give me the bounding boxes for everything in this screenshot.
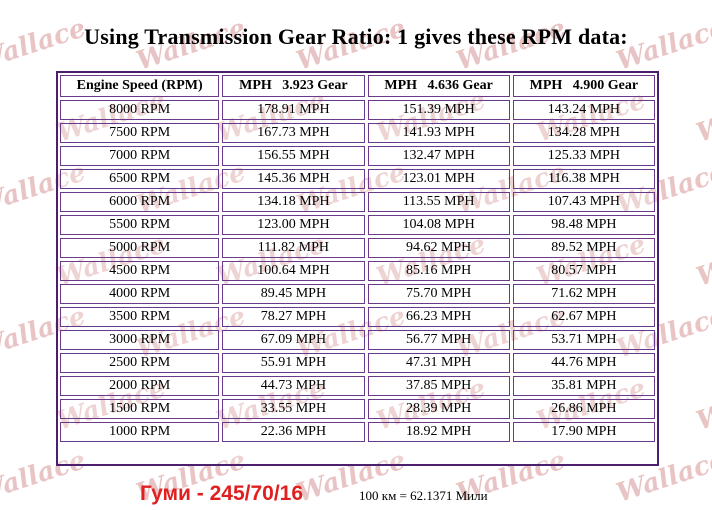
table-row: 7000 RPM 156.55 MPH 132.47 MPH 125.33 MPH bbox=[60, 146, 655, 166]
rpm-table: Engine Speed (RPM) MPH 3.923 Gear MPH 4.… bbox=[57, 72, 658, 445]
cell-mph: 143.24 MPH bbox=[512, 100, 655, 120]
tire-size-label: Гуми - 245/70/16 bbox=[140, 482, 304, 505]
watermark-logo: Wallace bbox=[693, 85, 712, 148]
cell-mph: 33.55 MPH bbox=[222, 399, 365, 419]
cell-engine-speed: 7000 RPM bbox=[60, 146, 220, 166]
cell-mph: 167.73 MPH bbox=[222, 123, 365, 143]
column-header-gear-4636: MPH 4.636 Gear bbox=[367, 75, 510, 97]
cell-mph: 26.86 MPH bbox=[512, 399, 655, 419]
table-row: 8000 RPM 178.91 MPH 151.39 MPH 143.24 MPH bbox=[60, 100, 655, 120]
cell-engine-speed: 5000 RPM bbox=[60, 238, 220, 258]
cell-mph: 78.27 MPH bbox=[222, 307, 365, 327]
cell-mph: 178.91 MPH bbox=[222, 100, 365, 120]
table-row: 5000 RPM 111.82 MPH 94.62 MPH 89.52 MPH bbox=[60, 238, 655, 258]
table-row: 2500 RPM 55.91 MPH 47.31 MPH 44.76 MPH bbox=[60, 353, 655, 373]
table-row: 2000 RPM 44.73 MPH 37.85 MPH 35.81 MPH bbox=[60, 376, 655, 396]
cell-engine-speed: 2500 RPM bbox=[60, 353, 220, 373]
cell-mph: 80.57 MPH bbox=[512, 261, 655, 281]
table-frame bbox=[56, 71, 659, 466]
cell-mph: 22.36 MPH bbox=[222, 422, 365, 442]
cell-engine-speed: 1000 RPM bbox=[60, 422, 220, 442]
watermark-logo: Wallace bbox=[693, 229, 712, 292]
table-row: 4000 RPM 89.45 MPH 75.70 MPH 71.62 MPH bbox=[60, 284, 655, 304]
table-row: 3500 RPM 78.27 MPH 66.23 MPH 62.67 MPH bbox=[60, 307, 655, 327]
cell-mph: 44.76 MPH bbox=[512, 353, 655, 373]
table-row: 1000 RPM 22.36 MPH 18.92 MPH 17.90 MPH bbox=[60, 422, 655, 442]
table-row: 5500 RPM 123.00 MPH 104.08 MPH 98.48 MPH bbox=[60, 215, 655, 235]
cell-mph: 89.45 MPH bbox=[222, 284, 365, 304]
cell-mph: 145.36 MPH bbox=[222, 169, 365, 189]
table-row: 1500 RPM 33.55 MPH 28.39 MPH 26.86 MPH bbox=[60, 399, 655, 419]
cell-engine-speed: 6500 RPM bbox=[60, 169, 220, 189]
cell-mph: 37.85 MPH bbox=[367, 376, 510, 396]
cell-mph: 44.73 MPH bbox=[222, 376, 365, 396]
cell-mph: 18.92 MPH bbox=[367, 422, 510, 442]
cell-engine-speed: 4000 RPM bbox=[60, 284, 220, 304]
cell-engine-speed: 3000 RPM bbox=[60, 330, 220, 350]
cell-mph: 56.77 MPH bbox=[367, 330, 510, 350]
table-row: 7500 RPM 167.73 MPH 141.93 MPH 134.28 MPH bbox=[60, 123, 655, 143]
cell-mph: 156.55 MPH bbox=[222, 146, 365, 166]
table-row: 3000 RPM 67.09 MPH 56.77 MPH 53.71 MPH bbox=[60, 330, 655, 350]
cell-mph: 123.00 MPH bbox=[222, 215, 365, 235]
table-row: 4500 RPM 100.64 MPH 85.16 MPH 80.57 MPH bbox=[60, 261, 655, 281]
cell-engine-speed: 6000 RPM bbox=[60, 192, 220, 212]
cell-mph: 100.64 MPH bbox=[222, 261, 365, 281]
cell-engine-speed: 3500 RPM bbox=[60, 307, 220, 327]
page-title: Using Transmission Gear Ratio: 1 gives t… bbox=[84, 24, 628, 49]
cell-mph: 94.62 MPH bbox=[367, 238, 510, 258]
cell-mph: 107.43 MPH bbox=[512, 192, 655, 212]
table-body: 8000 RPM 178.91 MPH 151.39 MPH 143.24 MPH 75… bbox=[60, 100, 655, 442]
cell-mph: 17.90 MPH bbox=[512, 422, 655, 442]
cell-engine-speed: 7500 RPM bbox=[60, 123, 220, 143]
cell-mph: 134.28 MPH bbox=[512, 123, 655, 143]
cell-mph: 35.81 MPH bbox=[512, 376, 655, 396]
column-header-gear-3923: MPH 3.923 Gear bbox=[222, 75, 365, 97]
table-row: 6000 RPM 134.18 MPH 113.55 MPH 107.43 MPH bbox=[60, 192, 655, 212]
table-row: 6500 RPM 145.36 MPH 123.01 MPH 116.38 MPH bbox=[60, 169, 655, 189]
cell-mph: 134.18 MPH bbox=[222, 192, 365, 212]
cell-engine-speed: 4500 RPM bbox=[60, 261, 220, 281]
cell-mph: 85.16 MPH bbox=[367, 261, 510, 281]
cell-mph: 113.55 MPH bbox=[367, 192, 510, 212]
column-header-engine-speed: Engine Speed (RPM) bbox=[60, 75, 220, 97]
column-header-gear-4900: MPH 4.900 Gear bbox=[512, 75, 655, 97]
cell-mph: 125.33 MPH bbox=[512, 146, 655, 166]
watermark-logo: Wallace bbox=[693, 373, 712, 436]
cell-engine-speed: 8000 RPM bbox=[60, 100, 220, 120]
cell-mph: 116.38 MPH bbox=[512, 169, 655, 189]
cell-engine-speed: 2000 RPM bbox=[60, 376, 220, 396]
cell-engine-speed: 1500 RPM bbox=[60, 399, 220, 419]
cell-mph: 53.71 MPH bbox=[512, 330, 655, 350]
cell-mph: 62.67 MPH bbox=[512, 307, 655, 327]
cell-engine-speed: 5500 RPM bbox=[60, 215, 220, 235]
cell-mph: 28.39 MPH bbox=[367, 399, 510, 419]
cell-mph: 132.47 MPH bbox=[367, 146, 510, 166]
cell-mph: 104.08 MPH bbox=[367, 215, 510, 235]
cell-mph: 71.62 MPH bbox=[512, 284, 655, 304]
cell-mph: 98.48 MPH bbox=[512, 215, 655, 235]
cell-mph: 89.52 MPH bbox=[512, 238, 655, 258]
cell-mph: 151.39 MPH bbox=[367, 100, 510, 120]
cell-mph: 66.23 MPH bbox=[367, 307, 510, 327]
cell-mph: 123.01 MPH bbox=[367, 169, 510, 189]
km-to-miles-note: 100 км = 62.1371 Мили bbox=[359, 488, 488, 503]
cell-mph: 111.82 MPH bbox=[222, 238, 365, 258]
cell-mph: 67.09 MPH bbox=[222, 330, 365, 350]
table-header-row: Engine Speed (RPM) MPH 3.923 Gear MPH 4.… bbox=[60, 75, 655, 97]
cell-mph: 47.31 MPH bbox=[367, 353, 510, 373]
cell-mph: 75.70 MPH bbox=[367, 284, 510, 304]
cell-mph: 141.93 MPH bbox=[367, 123, 510, 143]
cell-mph: 55.91 MPH bbox=[222, 353, 365, 373]
